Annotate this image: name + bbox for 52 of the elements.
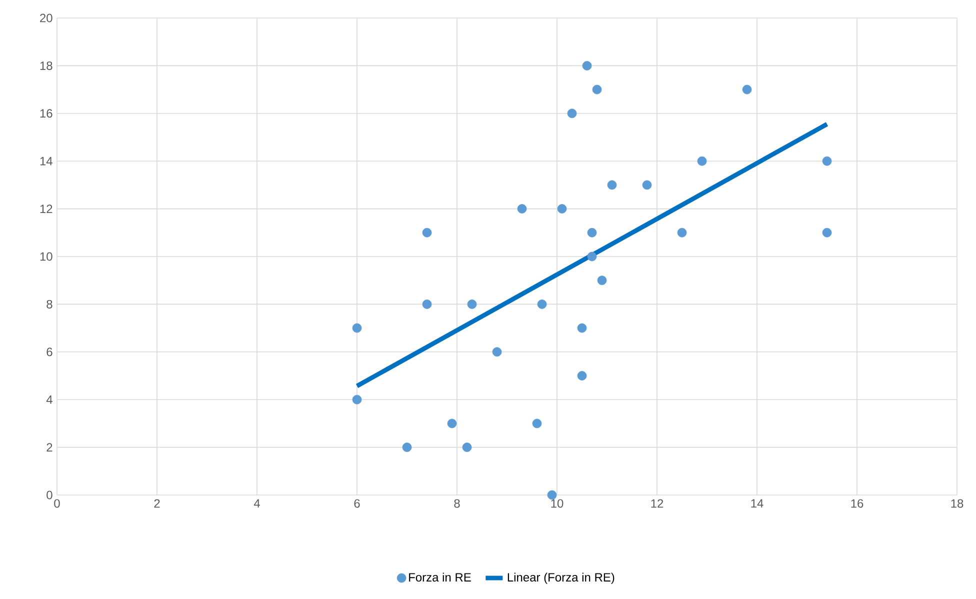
x-tick-label: 16 <box>851 499 864 508</box>
point <box>587 252 597 262</box>
point <box>607 180 617 190</box>
point <box>587 228 597 238</box>
point <box>677 228 687 238</box>
x-tick-label: 0 <box>54 499 60 508</box>
y-tick-label: 8 <box>46 300 52 308</box>
point <box>582 61 592 70</box>
point <box>547 490 557 500</box>
point <box>577 323 587 333</box>
y-tick-label: 0 <box>46 490 52 500</box>
point <box>492 347 502 357</box>
point <box>447 418 457 428</box>
point <box>822 228 832 238</box>
point <box>402 442 412 452</box>
x-tick-label: 8 <box>454 499 460 508</box>
point <box>517 204 527 214</box>
point <box>592 84 602 94</box>
x-tick-label: 2 <box>154 499 160 508</box>
y-tick-label: 6 <box>46 348 52 356</box>
point <box>577 371 587 380</box>
point <box>697 156 707 166</box>
y-tick-label: 10 <box>40 252 52 261</box>
x-tick-label: 12 <box>651 499 664 508</box>
point <box>557 204 567 214</box>
point <box>467 300 477 309</box>
y-tick-label: 20 <box>40 14 52 22</box>
y-tick-label: 16 <box>40 109 52 118</box>
x-tick-label: 4 <box>254 499 260 508</box>
point <box>352 323 362 333</box>
point <box>422 228 432 238</box>
y-tick-label: 18 <box>40 61 52 70</box>
point <box>597 276 607 286</box>
point <box>742 84 752 94</box>
point <box>642 180 652 190</box>
x-tick-label: 14 <box>751 499 764 508</box>
point <box>537 300 547 309</box>
x-tick-label: 10 <box>551 499 564 508</box>
legend-label: Linear (Forza in RE) <box>508 572 614 584</box>
y-tick-label: 14 <box>40 156 52 166</box>
y-tick-label: 2 <box>46 443 52 452</box>
point <box>822 156 832 166</box>
y-tick-label: 12 <box>40 204 52 213</box>
x-tick-label: 6 <box>354 499 360 508</box>
x-tick-label: 18 <box>951 499 964 508</box>
y-tick-label: 4 <box>46 395 52 404</box>
point <box>422 300 432 309</box>
point <box>567 108 577 118</box>
point <box>462 442 472 452</box>
point <box>532 418 542 428</box>
point <box>352 394 362 404</box>
legend-label: Forza in RE <box>409 572 471 582</box>
